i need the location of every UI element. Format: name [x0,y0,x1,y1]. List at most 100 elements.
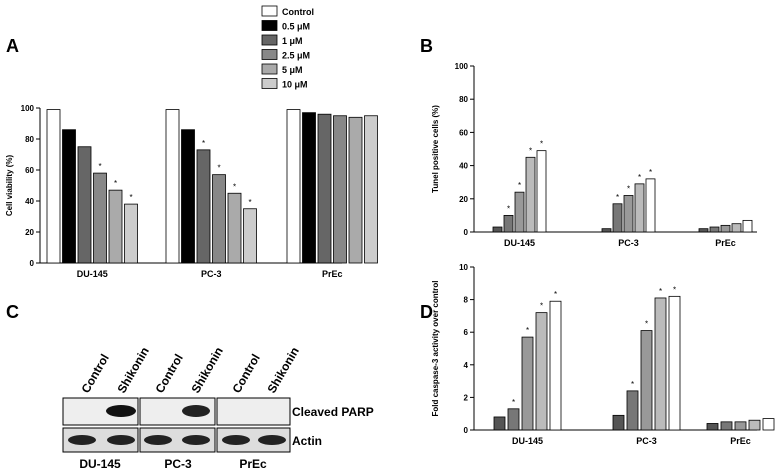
bar [742,219,753,233]
cell-line-label: PC-3 [164,457,192,471]
y-tick-label: 40 [459,162,468,171]
y-tick-label: 20 [25,228,34,237]
x-tick-label: PrEc [715,238,736,248]
y-tick-label: 100 [455,62,469,71]
y-tick-label: 80 [25,135,34,144]
significance-mark: * [129,193,132,202]
bar [601,228,612,233]
bar [640,330,653,431]
legend-label: 5 μM [282,65,303,75]
lane-label: Shikonin [114,345,151,396]
y-axis-label: Tunel positive cells (%) [431,105,440,193]
lane-label: Shikonin [264,345,301,396]
bar [302,112,316,264]
band [107,435,135,445]
bar [196,149,211,264]
legend-label: Control [282,7,314,17]
significance-mark: * [512,398,515,407]
bar [626,390,639,431]
significance-mark: * [529,146,532,155]
significance-mark: * [518,181,521,190]
bar [227,192,242,264]
significance-mark: * [233,182,236,191]
significance-mark: * [248,198,251,207]
y-tick-label: 60 [25,166,34,175]
band [182,405,210,417]
bar [720,421,733,431]
bar [612,414,625,431]
bar [706,423,719,431]
y-tick-label: 10 [459,263,468,272]
lane-label: Control [78,352,111,396]
bar [535,312,548,431]
legend-swatch [261,49,278,60]
panel-label: A [6,36,19,56]
significance-mark: * [673,285,676,294]
band [144,435,172,445]
band [182,435,210,445]
bar [698,228,709,233]
lane-label: Control [152,352,185,396]
legend-label: 0.5 μM [282,22,310,32]
bar [525,156,536,233]
y-tick-label: 0 [30,259,35,268]
y-tick-label: 0 [464,228,469,237]
significance-mark: * [217,164,220,173]
legend-label: 10 μM [282,80,308,90]
panel-label: D [420,302,433,322]
significance-mark: * [554,290,557,299]
bar [364,115,378,264]
bar [212,174,226,264]
bar [734,421,747,431]
significance-mark: * [540,140,543,149]
bar [165,109,180,264]
bar [731,223,742,233]
bar [521,336,534,431]
x-tick-label: DU-145 [512,436,543,446]
bar [536,150,547,233]
bar [748,419,761,431]
bar [124,203,138,264]
significance-mark: * [631,380,634,389]
band [222,435,250,445]
y-tick-label: 6 [464,328,469,337]
significance-mark: * [98,162,101,171]
bar [77,146,92,264]
panel-label: B [420,36,433,56]
bar [709,226,720,233]
significance-mark: * [638,173,641,182]
bar [514,191,525,233]
bar [286,109,301,264]
y-axis-label: Cell viability (%) [5,154,14,216]
x-tick-label: PC-3 [636,436,657,446]
bar [108,189,123,264]
significance-mark: * [645,320,648,329]
panel-label: C [6,302,19,322]
x-tick-label: PC-3 [201,269,222,279]
significance-mark: * [627,184,630,193]
bar [654,297,667,431]
bar [720,224,731,233]
legend-swatch [261,5,278,17]
significance-mark: * [507,204,510,213]
significance-mark: * [526,326,529,335]
band [68,435,96,445]
legend-label: 2.5 μM [282,51,310,61]
significance-mark: * [649,168,652,177]
bar [62,129,76,264]
bar [493,416,506,431]
y-tick-label: 100 [21,104,35,113]
band [258,435,286,445]
y-tick-label: 8 [464,296,469,305]
x-tick-label: DU-145 [77,269,108,279]
significance-mark: * [202,139,205,148]
bar [181,129,195,264]
significance-mark: * [114,179,117,188]
y-tick-label: 40 [25,197,34,206]
significance-mark: * [659,287,662,296]
lane-label: Control [229,352,262,396]
bar [645,178,656,233]
y-tick-label: 80 [459,95,468,104]
bar [243,208,257,264]
